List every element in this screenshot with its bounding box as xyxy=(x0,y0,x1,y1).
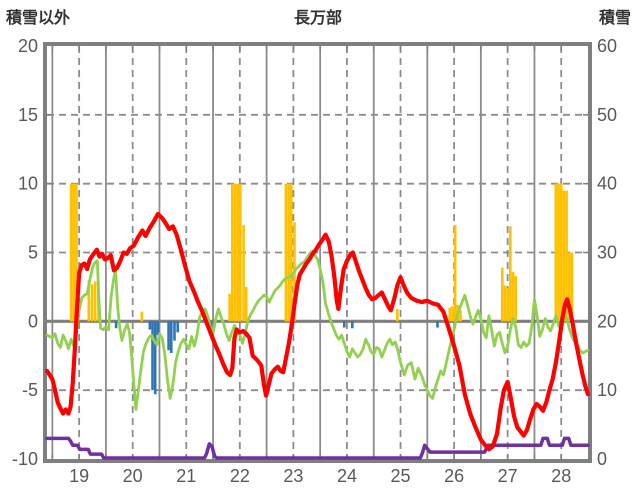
orange-bars xyxy=(509,226,512,322)
orange-bars xyxy=(231,183,234,322)
orange-bars xyxy=(511,271,515,322)
blue-bars xyxy=(436,321,439,328)
x-axis-tick-label: 20 xyxy=(123,466,143,486)
blue-bars xyxy=(342,321,346,328)
orange-bars xyxy=(565,190,568,322)
orange-bars xyxy=(90,284,94,322)
blue-bars xyxy=(156,321,160,336)
orange-bars xyxy=(554,183,558,322)
orange-bars xyxy=(140,311,144,322)
blue-bars xyxy=(167,321,170,351)
orange-bars xyxy=(287,183,290,322)
blue-bars xyxy=(153,321,157,395)
y-axis-left-tick-label: -5 xyxy=(22,380,38,400)
orange-bars xyxy=(289,183,293,322)
left-axis-title: 積雪以外 xyxy=(6,10,71,27)
x-axis-tick-label: 25 xyxy=(391,466,411,486)
y-axis-left-tick-label: 15 xyxy=(18,105,38,125)
y-axis-left-tick-label: 0 xyxy=(28,311,38,331)
orange-bars xyxy=(557,183,560,322)
x-axis-tick-label: 28 xyxy=(551,466,571,486)
purple-snow-depth-line xyxy=(45,436,590,460)
orange-bars xyxy=(451,306,454,322)
y-axis-right-tick-label: 40 xyxy=(597,174,617,194)
orange-bars xyxy=(459,310,462,322)
x-axis-tick-label: 24 xyxy=(337,466,357,486)
y-axis-right-tick-label: 30 xyxy=(597,243,617,263)
orange-bars xyxy=(236,183,239,322)
chart-title: 長万部 xyxy=(293,10,342,27)
orange-bars xyxy=(503,285,507,322)
blue-bars xyxy=(173,321,176,341)
y-axis-left-tick-label: -10 xyxy=(12,449,38,469)
orange-bars xyxy=(514,275,517,322)
y-axis-right-tick-label: 50 xyxy=(597,105,617,125)
y-axis-left-tick-label: 10 xyxy=(18,174,38,194)
orange-bars xyxy=(72,183,76,322)
orange-bars xyxy=(244,286,248,322)
orange-bars xyxy=(233,183,237,322)
y-axis-right-tick-label: 20 xyxy=(597,311,617,331)
orange-bars xyxy=(242,224,245,322)
orange-bars xyxy=(562,190,566,322)
blue-bars xyxy=(176,321,179,333)
x-axis-tick-label: 26 xyxy=(444,466,464,486)
orange-bars xyxy=(75,183,78,322)
orange-bars xyxy=(87,280,91,322)
orange-bars xyxy=(559,183,563,322)
blue-bars xyxy=(114,321,118,329)
orange-bars xyxy=(570,252,574,322)
orange-bars xyxy=(239,183,242,322)
orange-bars xyxy=(500,267,504,322)
y-axis-left-tick-label: 5 xyxy=(28,243,38,263)
x-axis-tick-label: 22 xyxy=(230,466,250,486)
green-line xyxy=(45,249,590,411)
orange-bars xyxy=(506,288,509,322)
orange-bars xyxy=(284,183,288,322)
x-axis-tick-label: 19 xyxy=(69,466,89,486)
orange-bars xyxy=(228,293,231,322)
right-axis-title: 積雪 xyxy=(598,10,631,27)
blue-bars xyxy=(148,321,152,330)
orange-bars xyxy=(396,308,399,322)
orange-bars xyxy=(93,281,97,322)
y-axis-right-tick-label: 60 xyxy=(597,36,617,56)
y-axis-left-tick-label: 20 xyxy=(18,36,38,56)
orange-bars xyxy=(567,252,571,322)
x-axis-tick-label: 23 xyxy=(283,466,303,486)
y-axis-right-tick-label: 0 xyxy=(597,449,607,469)
y-axis-right-tick-label: 10 xyxy=(597,380,617,400)
blue-bars xyxy=(169,321,173,353)
red-line xyxy=(44,211,591,452)
x-axis-tick-label: 27 xyxy=(498,466,518,486)
orange-bars xyxy=(69,183,73,322)
orange-bars xyxy=(448,307,452,322)
plot-border xyxy=(43,42,592,463)
x-axis-tick-label: 21 xyxy=(176,466,196,486)
orange-bars xyxy=(453,224,457,322)
blue-bars xyxy=(351,321,354,329)
blue-bars xyxy=(151,321,154,391)
